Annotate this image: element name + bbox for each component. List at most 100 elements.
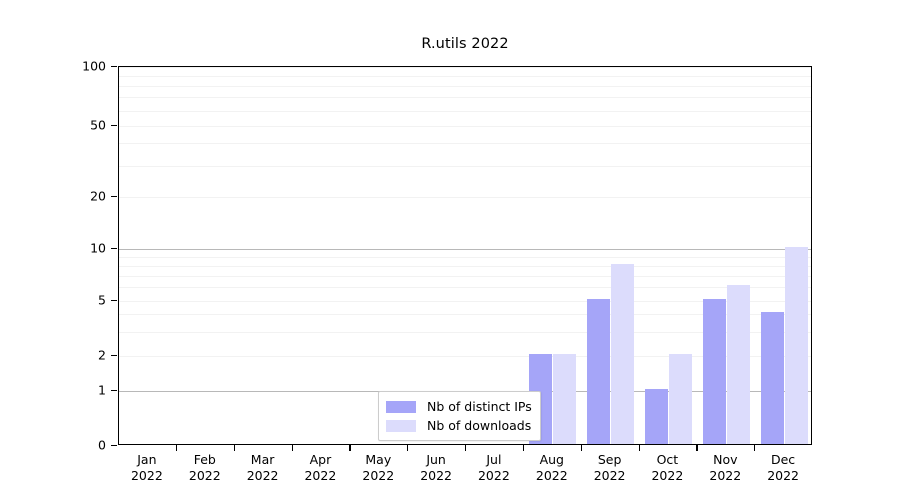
x-tick-label: Feb 2022 [175, 452, 235, 484]
y-tick-label: 20 [90, 188, 106, 204]
y-tick-mark [111, 299, 117, 301]
x-tick-label-year: 2022 [535, 468, 568, 483]
x-tick-label-month: Jan [137, 452, 157, 467]
y-tick-label: 1 [98, 382, 106, 398]
legend-item[interactable]: Nb of downloads [386, 416, 532, 435]
x-tick-mark [407, 445, 409, 451]
x-tick-label-year: 2022 [477, 468, 510, 483]
chart-title: R.utils 2022 [421, 36, 509, 52]
x-tick-label: Dec 2022 [753, 452, 813, 484]
x-tick-mark [175, 445, 178, 451]
y-tick-label: 100 [82, 58, 106, 74]
bar [702, 299, 726, 444]
x-tick-label-year: 2022 [420, 468, 452, 483]
gridline-major [119, 356, 811, 357]
gridline-minor [119, 97, 811, 99]
x-tick-label-month: Feb [193, 452, 216, 467]
x-tick-label: Oct 2022 [637, 452, 697, 484]
x-tick-mark [349, 445, 351, 451]
x-tick-label-month: Jul [486, 452, 502, 467]
gridline-minor [119, 287, 811, 289]
gridline-minor [119, 256, 811, 258]
x-tick-label-year: 2022 [593, 468, 626, 483]
bar [587, 299, 611, 444]
x-tick-label-month: Oct [656, 452, 679, 467]
y-tick-label: 5 [98, 292, 106, 308]
y-tick-mark [111, 65, 117, 67]
gridline-minor [119, 165, 811, 167]
y-tick-mark [111, 124, 117, 126]
x-tick-label-month: Sep [597, 452, 622, 467]
x-tick-label: Mar 2022 [233, 452, 293, 484]
legend-swatch [386, 419, 416, 432]
x-tick-label: Nov 2022 [695, 452, 755, 484]
gridline-major [119, 67, 811, 68]
bar [553, 354, 577, 444]
y-tick-mark [111, 389, 117, 391]
gridline-minor [119, 76, 811, 77]
x-tick-label: Jan 2022 [117, 452, 177, 484]
bar [644, 389, 668, 444]
x-tick-label: May 2022 [348, 452, 408, 484]
x-tick-label-year: 2022 [130, 468, 163, 483]
x-tick-mark [696, 445, 698, 451]
x-tick-label-month: Dec [770, 452, 796, 467]
x-tick-label-year: 2022 [246, 468, 279, 483]
gridline-major [119, 126, 811, 127]
x-axis-ticks [118, 445, 812, 453]
x-tick-mark [233, 445, 235, 451]
x-tick-label-month: Jun [426, 452, 446, 467]
x-tick-label-year: 2022 [651, 468, 684, 483]
chart-legend[interactable]: Nb of distinct IPs Nb of downloads [378, 391, 541, 441]
y-tick-mark [111, 195, 117, 197]
x-tick-label-month: Mar [250, 452, 275, 467]
bar [784, 247, 808, 444]
x-tick-mark [638, 445, 640, 451]
bar [668, 354, 692, 444]
x-tick-mark [522, 445, 525, 451]
legend-item[interactable]: Nb of distinct IPs [386, 397, 532, 416]
gridline-minor [119, 314, 811, 316]
legend-label: Nb of downloads [427, 418, 532, 433]
gridline-minor [119, 275, 811, 277]
gridline-minor [119, 265, 811, 267]
x-tick-label-month: May [365, 452, 392, 467]
gridline-major [119, 197, 811, 198]
gridline-minor [119, 110, 811, 112]
x-tick-label: Apr 2022 [290, 452, 350, 484]
y-tick-label: 10 [90, 240, 106, 256]
x-tick-label-year: 2022 [304, 468, 337, 483]
y-axis: 0 1 2 5 10 20 50 100 [0, 59, 120, 453]
x-tick-mark [580, 445, 582, 451]
gridline-major [119, 301, 811, 302]
x-tick-mark [291, 445, 293, 451]
plot-area [118, 66, 812, 445]
plot-inner [119, 67, 811, 444]
x-tick-label: Aug 2022 [522, 452, 582, 484]
x-tick-label-month: Apr [309, 452, 332, 467]
x-axis-labels: Jan 2022 Feb 2022 Mar 2022 Apr 2022 May 2022 Jun 20… [118, 452, 812, 492]
x-tick-label-year: 2022 [188, 468, 221, 483]
y-tick-label: 0 [98, 437, 106, 453]
gridline-minor [119, 86, 811, 87]
bar [611, 263, 635, 444]
x-tick-label-year: 2022 [709, 468, 742, 483]
gridline-minor [119, 143, 811, 145]
gridline-major [119, 249, 811, 250]
x-tick-label-month: Aug [539, 452, 564, 467]
y-tick-label: 2 [98, 347, 106, 363]
y-tick-mark [111, 354, 117, 356]
x-tick-label-month: Nov [713, 452, 738, 467]
x-tick-mark [465, 445, 467, 451]
y-tick-mark [111, 247, 117, 249]
bar [760, 312, 784, 444]
x-tick-label: Jul 2022 [464, 452, 524, 484]
legend-label: Nb of distinct IPs [427, 399, 532, 414]
x-tick-label-year: 2022 [362, 468, 395, 483]
x-tick-label: Sep 2022 [580, 452, 640, 484]
x-tick-mark [754, 445, 756, 451]
x-tick-label-year: 2022 [767, 468, 799, 483]
y-tick-label: 50 [90, 117, 106, 133]
legend-swatch [386, 400, 416, 413]
